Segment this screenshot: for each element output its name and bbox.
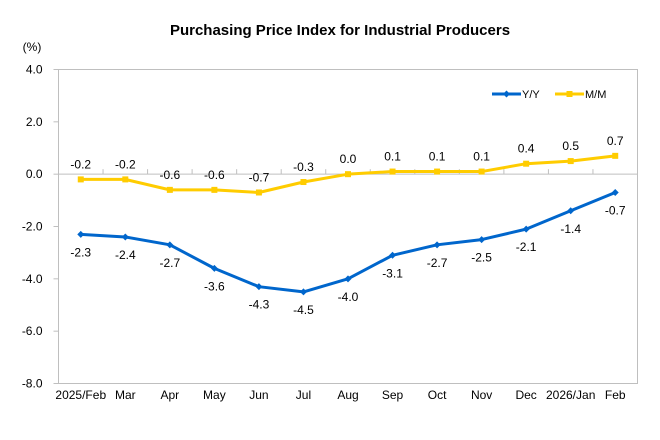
data-point-marker [210, 264, 218, 272]
series-yy [77, 188, 619, 296]
data-point-marker [522, 225, 530, 233]
data-point-marker [611, 188, 619, 196]
data-point-marker [211, 186, 218, 193]
data-label: -0.6 [160, 168, 181, 182]
data-label: 0.0 [340, 152, 357, 166]
data-point-marker [612, 152, 619, 159]
data-point-marker [434, 168, 441, 175]
legend: Y/Y M/M [492, 89, 606, 101]
legend-label: M/M [585, 89, 606, 101]
legend-marker [503, 90, 510, 98]
data-point-marker [299, 288, 307, 296]
data-point-marker [389, 168, 396, 175]
y-tick-label: -8.0 [22, 377, 43, 391]
legend-item-mm: M/M [555, 89, 606, 101]
data-label: -4.3 [249, 298, 270, 312]
x-tick-label: Mar [115, 388, 136, 402]
x-tick-label: Aug [337, 388, 358, 402]
data-point-marker [166, 241, 174, 249]
data-point-marker [77, 176, 84, 183]
x-tick-label: Dec [515, 388, 536, 402]
y-tick-label: 0.0 [26, 167, 43, 181]
x-tick-label: Sep [382, 388, 404, 402]
data-label: -2.7 [160, 256, 181, 270]
y-tick-label: 4.0 [26, 63, 43, 77]
data-point-marker [389, 251, 397, 259]
data-point-marker [255, 189, 262, 196]
x-tick-label: Apr [161, 388, 180, 402]
data-point-marker [344, 275, 352, 283]
x-tick-label: May [203, 388, 226, 402]
data-label: -0.3 [293, 160, 314, 174]
x-tick-label: Feb [605, 388, 626, 402]
data-label: -4.5 [293, 303, 314, 317]
data-point-marker [121, 233, 129, 241]
data-label: 0.1 [473, 150, 490, 164]
data-point-marker [567, 158, 574, 165]
y-tick-label: -6.0 [22, 324, 43, 338]
data-label: -2.1 [516, 240, 537, 254]
data-point-marker [345, 171, 351, 178]
data-point-marker [567, 207, 575, 215]
data-label: -0.7 [605, 203, 626, 217]
series-mm [77, 152, 619, 196]
legend-marker [566, 91, 573, 97]
plot-area-border [58, 69, 638, 384]
data-point-marker [77, 230, 85, 238]
x-tick-label: Oct [428, 388, 447, 402]
data-label: -2.5 [471, 251, 492, 265]
data-label: 0.1 [429, 150, 446, 164]
data-label: -3.6 [204, 279, 225, 293]
data-label: -2.4 [115, 248, 136, 262]
data-point-marker [433, 241, 441, 249]
data-point-marker [478, 168, 485, 175]
data-point-marker [523, 160, 530, 167]
data-point-marker [166, 186, 173, 193]
data-label: -0.2 [70, 157, 91, 171]
legend-item-yy: Y/Y [492, 89, 540, 101]
data-label: -1.4 [560, 222, 581, 236]
series-layer [77, 152, 619, 296]
data-point-marker [300, 179, 307, 186]
chart-title: Purchasing Price Index for Industrial Pr… [170, 22, 510, 39]
data-label: -2.7 [427, 256, 448, 270]
legend-label: Y/Y [522, 89, 540, 101]
y-tick-label: -4.0 [22, 272, 43, 286]
data-point-marker [255, 283, 263, 291]
x-tick-label: Jun [249, 388, 268, 402]
x-tick-label: 2026/Jan [546, 388, 595, 402]
y-tick-label: 2.0 [26, 115, 43, 129]
y-axis: 4.0 2.0 0.0 -2.0 -4.0 -6.0 -8.0 [22, 63, 59, 391]
data-label: -3.1 [382, 266, 403, 280]
y-axis-unit-label: (%) [23, 40, 42, 54]
data-point-marker [122, 176, 129, 183]
data-label: 0.7 [607, 134, 624, 148]
data-label: 0.5 [562, 139, 579, 153]
data-label: -0.7 [249, 170, 270, 184]
x-tick-label: Nov [471, 388, 492, 402]
data-label: -0.6 [204, 168, 225, 182]
y-tick-label: -2.0 [22, 220, 43, 234]
data-point-marker [478, 236, 486, 244]
x-tick-label: Jul [296, 388, 311, 402]
data-label: -2.3 [70, 245, 91, 259]
data-labels-layer: -2.3 -2.4 -2.7 -3.6 -4.3 -4.5 -4.0 -3.1 -2.7 -2.5… [70, 134, 625, 317]
x-axis: 2025/Feb Mar Apr May Jun Jul Aug Sep Oct Nov Dec 20… [55, 169, 638, 402]
data-label: -0.2 [115, 157, 136, 171]
data-label: 0.1 [384, 150, 401, 164]
data-label: -4.0 [338, 290, 359, 304]
data-label: 0.4 [518, 142, 535, 156]
x-tick-label: 2025/Feb [55, 388, 106, 402]
